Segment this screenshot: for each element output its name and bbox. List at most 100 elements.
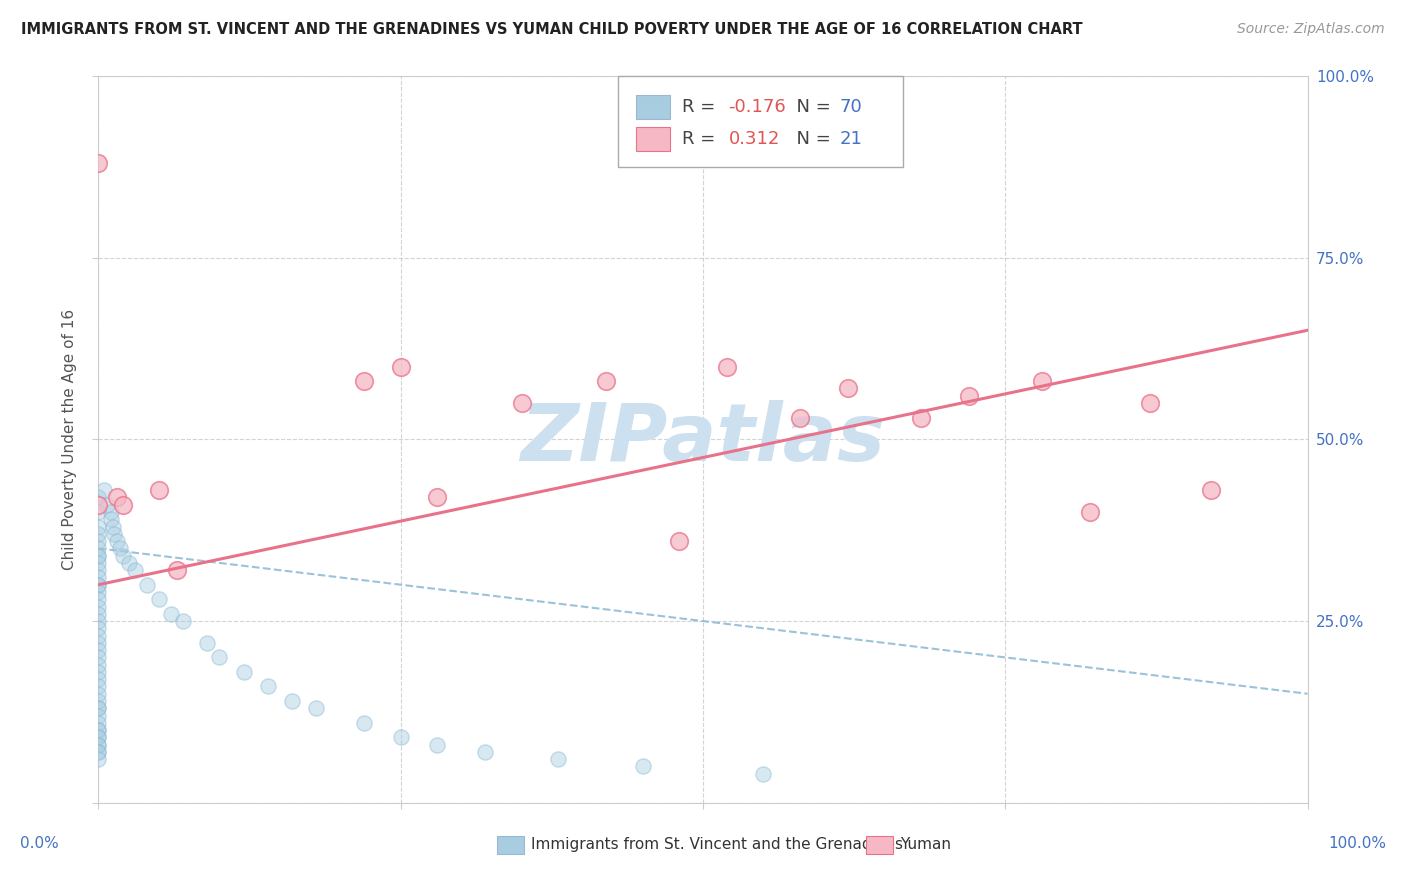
Text: IMMIGRANTS FROM ST. VINCENT AND THE GRENADINES VS YUMAN CHILD POVERTY UNDER THE : IMMIGRANTS FROM ST. VINCENT AND THE GREN… [21, 22, 1083, 37]
Point [87, 549, 110, 563]
Point [87, 585, 110, 599]
Point [1199, 483, 1222, 498]
Point [716, 359, 738, 374]
Point [1031, 374, 1053, 388]
Point [160, 607, 183, 621]
Point [87, 549, 110, 563]
Text: N =: N = [785, 130, 837, 148]
Text: 70: 70 [839, 98, 862, 116]
Point [208, 650, 231, 665]
Text: ZIPatlas: ZIPatlas [520, 401, 886, 478]
Point [87, 498, 110, 512]
Point [389, 731, 412, 745]
Text: Immigrants from St. Vincent and the Grenadines: Immigrants from St. Vincent and the Gren… [531, 837, 903, 852]
Point [87, 665, 110, 679]
Point [100, 505, 122, 519]
FancyBboxPatch shape [866, 836, 893, 854]
Text: R =: R = [682, 130, 727, 148]
Point [87, 745, 110, 759]
Point [87, 701, 110, 715]
Text: 0.312: 0.312 [728, 130, 780, 148]
Point [837, 381, 859, 395]
Point [87, 491, 110, 505]
Point [87, 526, 110, 541]
Text: 0.0%: 0.0% [20, 836, 59, 850]
Point [87, 534, 110, 549]
Point [87, 614, 110, 628]
Point [631, 759, 654, 773]
Point [87, 505, 110, 519]
Point [105, 534, 128, 549]
Text: Source: ZipAtlas.com: Source: ZipAtlas.com [1237, 22, 1385, 37]
Point [135, 578, 157, 592]
Point [111, 498, 134, 512]
Text: 21: 21 [839, 130, 862, 148]
Point [87, 715, 110, 730]
Point [148, 592, 170, 607]
Point [87, 708, 110, 723]
Point [87, 156, 110, 170]
Point [87, 541, 110, 556]
Point [87, 599, 110, 614]
Point [87, 607, 110, 621]
FancyBboxPatch shape [498, 836, 524, 854]
Point [1139, 396, 1161, 410]
Point [87, 592, 110, 607]
Point [426, 491, 449, 505]
Point [87, 629, 110, 643]
Point [87, 578, 110, 592]
Point [87, 578, 110, 592]
Point [87, 519, 110, 533]
Point [87, 738, 110, 752]
Point [426, 738, 449, 752]
Point [93, 483, 115, 498]
Point [87, 621, 110, 635]
Point [111, 549, 134, 563]
Point [148, 483, 170, 498]
Point [595, 374, 617, 388]
Point [172, 614, 194, 628]
FancyBboxPatch shape [619, 76, 903, 167]
Point [166, 563, 188, 577]
Point [87, 643, 110, 657]
Point [87, 694, 110, 708]
Point [305, 701, 328, 715]
Point [87, 701, 110, 715]
Point [87, 672, 110, 686]
Point [281, 694, 304, 708]
Point [256, 680, 278, 694]
Point [87, 731, 110, 745]
Point [87, 752, 110, 766]
Point [353, 715, 375, 730]
Text: -0.176: -0.176 [728, 98, 786, 116]
Point [547, 752, 569, 766]
Text: 100.0%: 100.0% [1329, 836, 1386, 850]
Point [474, 745, 496, 759]
Point [87, 636, 110, 650]
Point [353, 374, 375, 388]
Point [1078, 505, 1101, 519]
Point [87, 723, 110, 737]
Point [910, 410, 932, 425]
Point [87, 723, 110, 737]
Point [87, 563, 110, 577]
Y-axis label: Child Poverty Under the Age of 16: Child Poverty Under the Age of 16 [62, 309, 77, 570]
FancyBboxPatch shape [637, 128, 671, 151]
Point [108, 541, 131, 556]
Point [87, 738, 110, 752]
Point [752, 766, 775, 780]
Point [87, 745, 110, 759]
Point [87, 680, 110, 694]
Point [87, 687, 110, 701]
Point [87, 657, 110, 672]
Point [96, 498, 118, 512]
FancyBboxPatch shape [637, 95, 671, 119]
Point [195, 636, 218, 650]
Point [668, 534, 690, 549]
Point [87, 731, 110, 745]
Point [105, 491, 128, 505]
Point [87, 650, 110, 665]
Point [87, 570, 110, 584]
Text: R =: R = [682, 98, 721, 116]
Point [510, 396, 533, 410]
